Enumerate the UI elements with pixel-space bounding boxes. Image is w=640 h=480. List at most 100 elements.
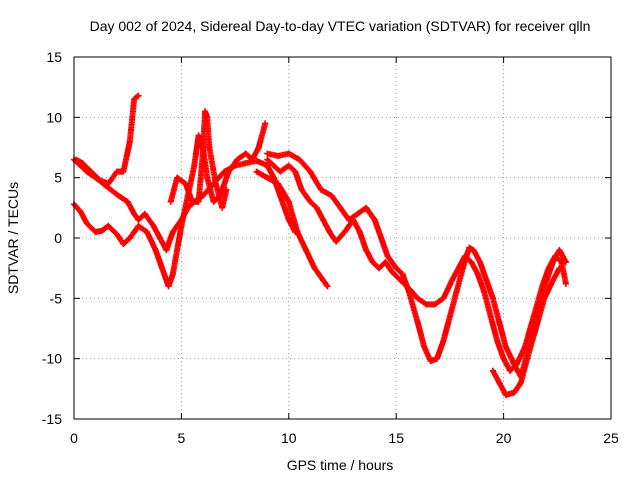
data-point [131,210,138,217]
x-tick-label: 5 [178,430,186,446]
data-point [487,313,494,320]
data-point [388,268,395,275]
data-point [562,280,569,287]
data-point [496,379,503,386]
data-point [476,259,483,266]
data-point [96,177,103,184]
y-tick-label: 10 [46,109,62,125]
data-point [275,180,282,187]
data-point [163,247,170,254]
data-point [427,358,434,365]
data-point [382,259,389,266]
data-point [277,168,284,175]
data-point [421,343,428,350]
data-point [206,144,213,151]
data-point [333,238,340,245]
data-point [219,204,226,211]
data-point [225,168,232,175]
data-point [434,355,441,362]
data-point [135,222,142,229]
data-point [453,289,460,296]
data-point [113,231,120,238]
data-point [500,355,507,362]
data-point [496,319,503,326]
x-tick-label: 25 [603,430,619,446]
data-point [144,228,151,235]
y-tick-label: -15 [42,411,62,427]
data-point [507,367,514,374]
y-tick-label: 0 [54,230,62,246]
data-point [195,132,202,139]
series-trace-b [73,92,142,187]
data-point [341,228,348,235]
data-point-markers [264,156,569,374]
x-tick-label: 10 [281,430,297,446]
x-tick-label: 20 [496,430,512,446]
data-point [126,138,133,145]
data-point [307,168,314,175]
data-point [532,325,539,332]
data-point [414,319,421,326]
data-point [92,228,99,235]
x-tick-label: 15 [388,430,404,446]
data-point [371,216,378,223]
data-point [440,295,447,302]
data-point [481,289,488,296]
data-point [210,198,217,205]
data-point [449,277,456,284]
data-point [264,156,271,163]
data-point [354,210,361,217]
data-point [253,157,260,164]
data-point [562,259,569,266]
data-point [296,156,303,163]
data-point [320,216,327,223]
data-points [71,92,569,398]
data-point [489,295,496,302]
data-point [124,198,131,205]
data-point [105,222,112,229]
data-point [113,191,120,198]
data-point [174,174,181,181]
data-point-markers [71,120,269,290]
data-point [307,198,314,205]
data-point [120,168,127,175]
data-point [105,180,112,187]
data-point [135,216,142,223]
data-point [285,216,292,223]
data-point [459,265,466,272]
data-point [356,228,363,235]
y-tick-label: -5 [50,290,63,306]
data-point [431,301,438,308]
y-axis-label: SDTVAR / TECUs [5,182,21,294]
x-axis-label: GPS time / hours [287,457,394,473]
data-point [494,337,501,344]
data-point [363,247,370,254]
series-trace-h [489,265,563,398]
series-trace-d [167,108,230,211]
data-point [159,265,166,272]
data-point [511,361,518,368]
data-point [313,204,320,211]
data-point [311,265,318,272]
y-tick-label: -10 [42,351,62,367]
data-point [77,208,84,215]
data-point [275,152,282,159]
data-point [556,247,563,254]
y-tick-label: 5 [54,170,62,186]
data-point [543,277,550,284]
data-point [182,180,189,187]
data-point [204,114,211,121]
data-point [98,227,105,234]
data-point [550,259,557,266]
data-point [298,186,305,193]
data-point [440,337,447,344]
data-point [165,283,172,290]
data-point [141,210,148,217]
data-point [120,241,127,248]
data-point [242,150,249,157]
data-point [524,355,531,362]
data-point [292,168,299,175]
data-point [363,204,370,211]
data-point [249,156,256,163]
